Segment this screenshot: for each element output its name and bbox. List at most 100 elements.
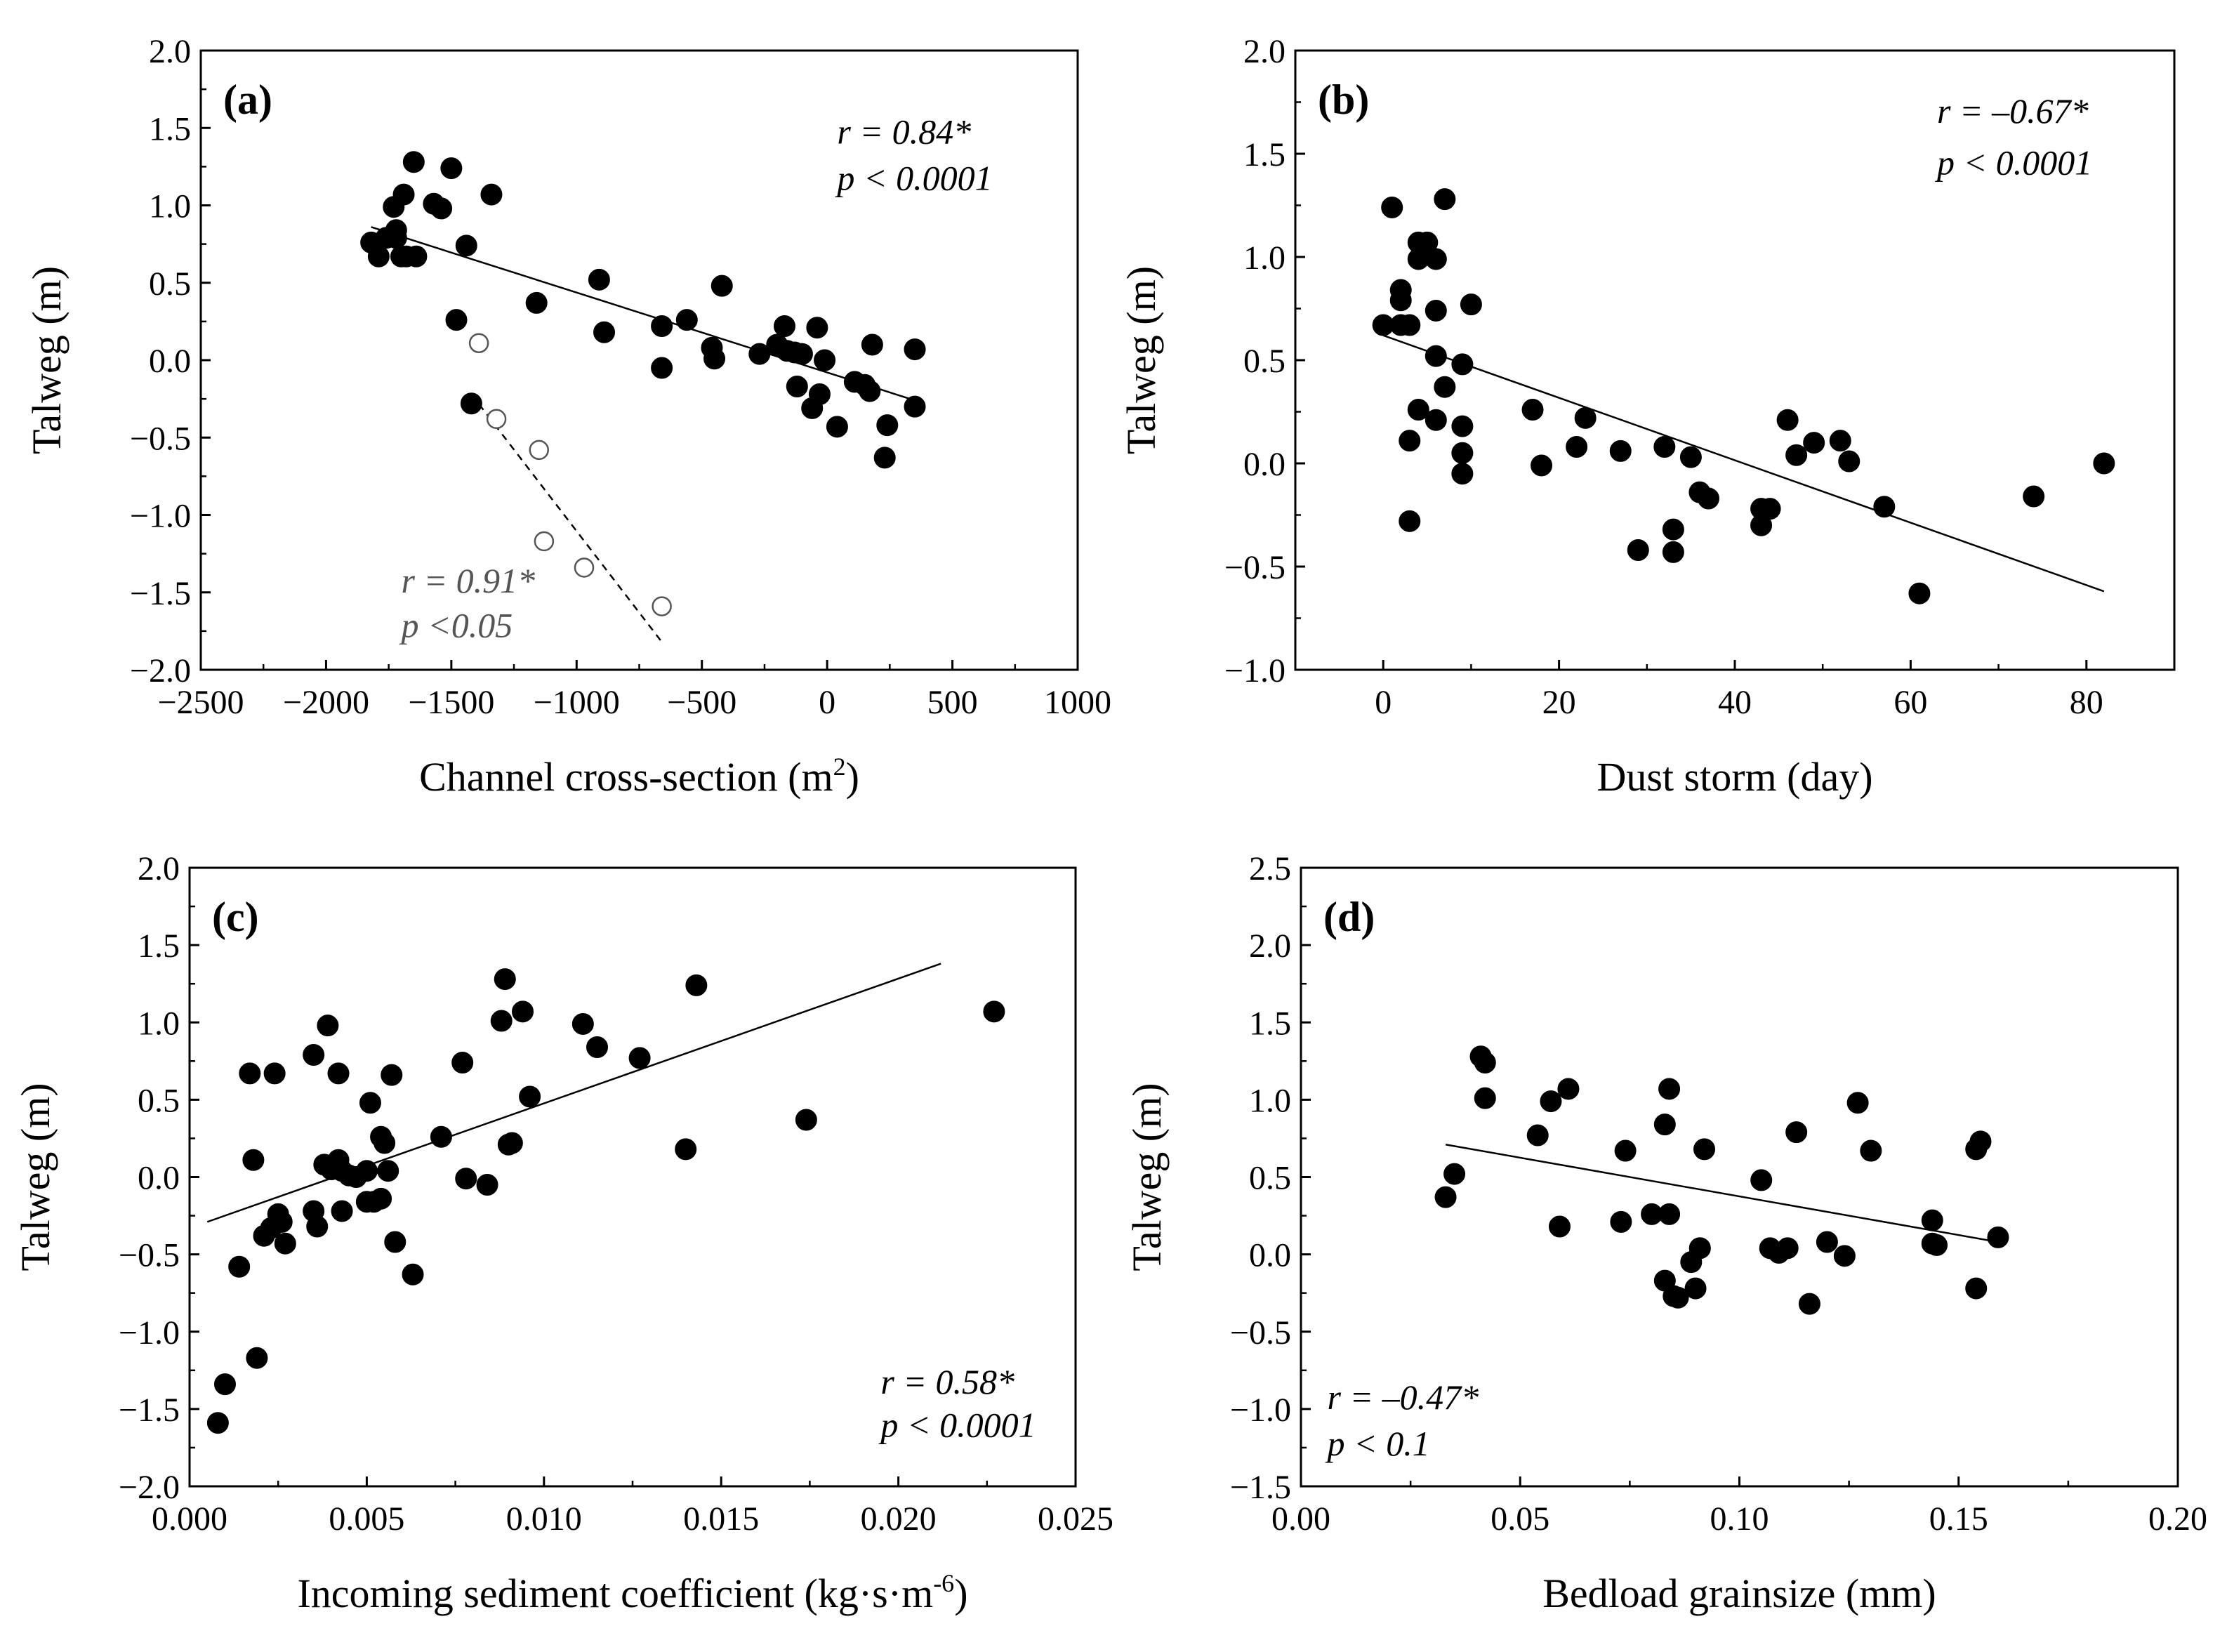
dashed-fit-line: [470, 393, 663, 643]
data-point: [451, 1052, 474, 1074]
data-point: [1653, 1114, 1676, 1136]
data-point: [270, 1210, 293, 1233]
data-point: [1658, 1203, 1681, 1225]
y-tick-label: 2.5: [1249, 850, 1291, 887]
data-point: [331, 1200, 353, 1222]
y-tick-label: −0.5: [1230, 1314, 1291, 1352]
data-point: [1969, 1130, 1992, 1153]
data-point: [213, 1373, 236, 1396]
data-point: [1451, 442, 1474, 464]
p-value-annotation: p < 0.1: [1325, 1424, 1429, 1463]
data-point: [1658, 1078, 1681, 1100]
x-tick-label: 0.025: [1038, 1500, 1113, 1538]
data-point: [476, 1174, 498, 1196]
data-point: [1829, 430, 1851, 452]
x-tick-label: 0.00: [1271, 1500, 1330, 1538]
data-point: [2023, 485, 2045, 508]
data-point: [1451, 353, 1474, 376]
data-point: [1987, 1226, 2009, 1248]
data-point: [1474, 1052, 1496, 1074]
data-point: [1662, 518, 1684, 541]
data-point: [859, 380, 881, 402]
data-point: [327, 1062, 350, 1085]
data-point: [2093, 452, 2115, 475]
x-tick-label: 0.05: [1491, 1500, 1549, 1538]
p-value-annotation: p < 0.0001: [1935, 143, 2092, 182]
data-point: [525, 291, 548, 314]
data-point: [1697, 487, 1719, 510]
data-point: [1434, 188, 1456, 211]
x-tick-label: −2000: [283, 684, 369, 721]
x-axis-label-tail: ): [954, 1571, 967, 1616]
y-tick-label: 1.5: [1243, 136, 1285, 173]
data-point: [1434, 1186, 1457, 1208]
fit-line: [371, 226, 916, 402]
data-point: [873, 447, 896, 469]
panel-d: 0.00 0.05 0.10 0.15 0.20 −1.5 −1.0 −0.5 0.0 0.5 1.…: [1124, 850, 2207, 1616]
data-point: [1425, 345, 1447, 367]
panel-b: 0 20 40 60 80 −1.0 −0.5 0.0 0.5 1.0 1.5 2.0 Dust sto…: [1118, 33, 2176, 800]
correlation-annotation: r = 0.58*: [880, 1362, 1014, 1401]
data-point: [983, 1000, 1005, 1023]
data-point: [1434, 376, 1456, 398]
data-point: [1816, 1231, 1838, 1253]
x-axis-label-text: Dust storm (day): [1597, 754, 1872, 800]
data-point: [384, 1231, 407, 1253]
data-point: [1521, 399, 1544, 421]
x-axis-label-superscript: -6: [933, 1569, 954, 1597]
data-point: [440, 157, 463, 180]
open-data-point: [529, 440, 550, 461]
x-tick-label: −2500: [157, 684, 244, 721]
y-tick-label: 1.5: [149, 110, 191, 147]
data-point: [1627, 538, 1649, 561]
data-point: [1443, 1163, 1466, 1185]
x-tick-label: 500: [927, 684, 978, 721]
y-tick-label: 1.0: [138, 1005, 180, 1042]
correlation-annotation: r = 0.91*: [401, 561, 535, 600]
data-point: [445, 309, 468, 331]
panel-label: (c): [212, 894, 259, 940]
data-point: [1785, 444, 1808, 466]
correlation-annotation: r = –0.67*: [1937, 91, 2089, 131]
open-data-point: [652, 596, 672, 616]
x-axis-label-text: Incoming sediment coefficient (kg·s·m: [297, 1571, 933, 1616]
panel-c: 0.000 0.005 0.010 0.015 0.020 0.025 −2.0 −1.5 −1…: [13, 850, 1113, 1616]
y-tick-label: 1.5: [138, 927, 180, 965]
data-point: [381, 1064, 403, 1086]
data-point: [1838, 450, 1860, 473]
data-point: [430, 197, 453, 220]
x-tick-label: 0.015: [683, 1500, 759, 1538]
x-tick-label: 80: [2070, 684, 2103, 721]
data-point: [1798, 1293, 1820, 1315]
data-point: [773, 315, 795, 337]
x-tick-label: 0.15: [1929, 1500, 1988, 1538]
data-point: [1548, 1215, 1571, 1238]
x-tick-label: 1000: [1044, 684, 1111, 721]
data-point: [385, 227, 407, 249]
data-point: [588, 268, 610, 291]
data-point: [795, 1109, 817, 1131]
data-point: [1540, 1090, 1562, 1113]
p-value-annotation: p < 0.0001: [878, 1406, 1036, 1445]
x-tick-label: 0.10: [1710, 1500, 1769, 1538]
data-point: [1389, 289, 1412, 312]
data-point: [1833, 1245, 1856, 1267]
data-point: [1662, 541, 1684, 563]
y-tick-label: 2.0: [1249, 927, 1291, 965]
data-point: [1873, 496, 1896, 518]
data-point: [374, 1132, 396, 1154]
x-tick-label: 0.005: [329, 1500, 404, 1538]
data-point: [512, 1000, 534, 1023]
y-tick-label: −1.0: [130, 498, 191, 535]
x-tick-label: 20: [1542, 684, 1576, 721]
data-point: [405, 245, 428, 267]
x-tick-label: 0: [819, 684, 835, 721]
data-point: [228, 1255, 251, 1278]
y-axis-label: Talweg (m): [1118, 266, 1164, 454]
y-axis-label: Talweg (m): [1124, 1083, 1170, 1271]
data-point: [806, 317, 828, 339]
data-point: [367, 245, 390, 267]
y-tick-label: −1.5: [119, 1392, 180, 1429]
y-tick-label: −1.5: [1230, 1469, 1291, 1506]
data-point: [303, 1044, 325, 1066]
